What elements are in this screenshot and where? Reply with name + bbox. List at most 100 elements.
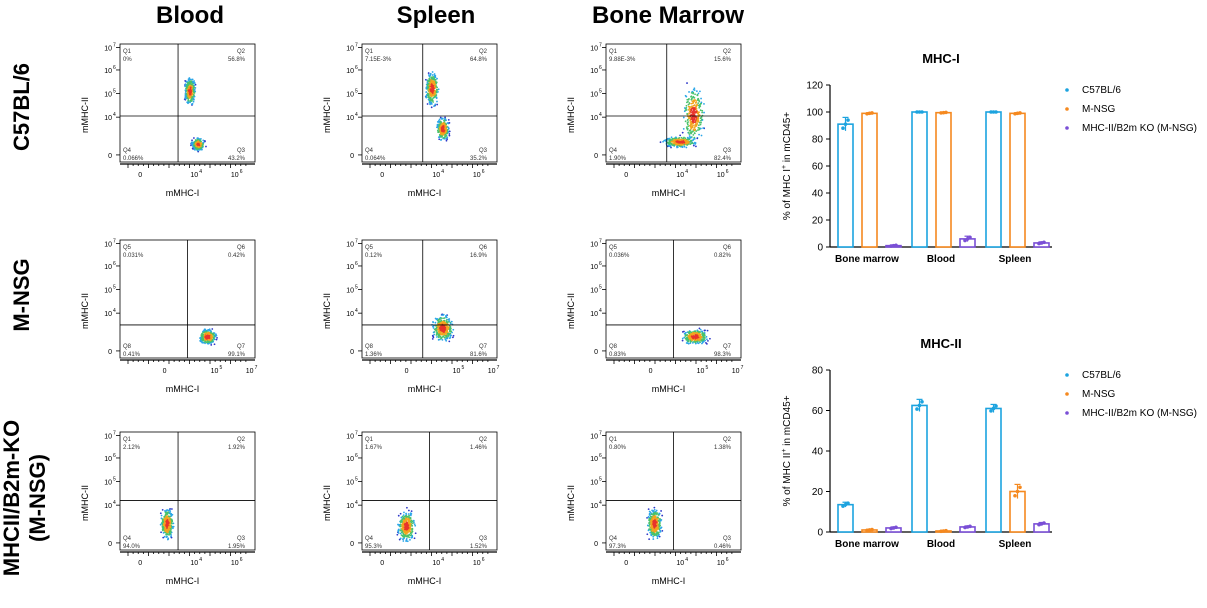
flow-event-dot	[433, 93, 436, 96]
flow-event-dot	[166, 521, 169, 523]
flow-event-dot	[444, 315, 447, 317]
quadrant-value: 16.9%	[470, 253, 488, 259]
quadrant-name: Q7	[479, 344, 488, 350]
flow-event-dot	[411, 530, 414, 533]
flow-event-dot	[432, 327, 435, 329]
flow-event-dot	[443, 331, 445, 334]
flow-event-dot	[191, 78, 194, 81]
flow-event-dot	[187, 84, 190, 87]
legend-marker	[1065, 126, 1069, 130]
flow-event-dot	[396, 533, 399, 536]
flow-event-dot	[688, 112, 691, 115]
flow-event-dot	[403, 517, 406, 520]
flow-event-dot	[435, 88, 438, 91]
x-tick-label: 10	[473, 560, 481, 567]
flow-event-dot	[690, 108, 693, 111]
x-axis-label: mMHC-I	[652, 188, 686, 198]
legend-entry: C57BL/6	[1082, 85, 1121, 96]
quadrant-name: Q1	[365, 49, 374, 55]
flow-event-dot	[184, 79, 187, 82]
x-tick-label: 0	[649, 368, 653, 375]
flow-event-dot	[663, 139, 666, 142]
flow-event-dot	[428, 75, 431, 78]
flow-event-dot	[431, 98, 434, 101]
x-tick-label: 10	[231, 560, 239, 567]
flow-event-dot	[702, 335, 705, 338]
flow-event-dot	[427, 74, 430, 76]
flow-event-dot	[432, 81, 435, 84]
quadrant-name: Q1	[609, 49, 618, 55]
flow-event-dot	[171, 525, 174, 528]
y-tick-label: 10	[104, 92, 112, 99]
flow-event-dot	[213, 343, 216, 346]
flow-event-dot	[436, 331, 439, 334]
flow-event-dot	[439, 335, 442, 338]
y-axis-label: mMHC-II	[80, 97, 90, 133]
flow-event-dot	[657, 513, 660, 516]
flow-event-dot	[444, 131, 447, 133]
x-tick-exponent: 7	[255, 365, 258, 371]
flow-event-dot	[165, 536, 168, 538]
flow-event-dot	[202, 141, 205, 144]
flow-event-dot	[438, 318, 441, 320]
flow-event-dot	[700, 119, 702, 122]
flow-event-dot	[187, 91, 189, 94]
y-tick-exponent: 4	[355, 112, 358, 118]
flow-event-dot	[697, 126, 700, 129]
flow-event-dot	[210, 333, 213, 336]
y-tick-label: 10	[590, 264, 598, 271]
flow-event-dot	[187, 81, 190, 84]
x-tick-exponent: 5	[706, 365, 709, 371]
flow-event-dot	[438, 120, 441, 123]
flow-event-dot	[433, 105, 435, 108]
flow-event-dot	[206, 334, 209, 337]
flow-event-dot	[672, 142, 675, 145]
flow-event-dot	[165, 512, 168, 515]
flow-event-dot	[684, 331, 687, 334]
flow-event-dot	[655, 511, 657, 514]
replicate-point	[989, 409, 993, 413]
flow-event-dot	[444, 116, 446, 119]
flow-event-dot	[445, 139, 448, 142]
flow-event-dot	[692, 100, 695, 103]
x-tick-label: 0	[624, 560, 628, 567]
y-tick-exponent: 6	[599, 261, 602, 267]
flow-event-dot	[439, 338, 441, 341]
flow-event-dot	[694, 332, 697, 335]
flow-event-dot	[703, 103, 705, 105]
x-tick-exponent: 4	[199, 169, 202, 175]
flow-event-dot	[434, 83, 437, 86]
legend-marker	[1065, 107, 1069, 111]
flow-event-dot	[191, 96, 194, 98]
flow-event-dot	[436, 77, 438, 80]
flow-event-dot	[692, 102, 694, 105]
x-axis-label: mMHC-I	[408, 188, 442, 198]
flow-event-dot	[216, 336, 218, 339]
quadrant-value: 82.4%	[714, 156, 732, 162]
flow-event-dot	[207, 338, 210, 341]
flow-event-dot	[168, 517, 171, 520]
flow-event-dot	[437, 88, 440, 91]
quadrant-value: 0.80%	[609, 445, 627, 451]
y-tick-exponent: 6	[113, 261, 116, 267]
flow-event-dot	[669, 144, 672, 147]
flow-event-dot	[188, 92, 191, 94]
flow-event-dot	[700, 339, 703, 342]
x-axis-label: mMHC-I	[652, 384, 686, 394]
quadrant-name: Q3	[479, 536, 488, 542]
x-tick-label: 10	[190, 172, 198, 179]
flow-event-dot	[439, 125, 442, 128]
flow-event-dot	[424, 78, 427, 81]
flow-event-dot	[449, 322, 452, 325]
flow-event-dot	[403, 511, 405, 514]
flow-event-dot	[689, 117, 691, 120]
flow-event-dot	[656, 537, 659, 540]
flow-event-dot	[187, 87, 190, 90]
flow-event-dot	[687, 338, 690, 341]
flow-event-dot	[397, 528, 400, 531]
flow-event-dot	[429, 86, 432, 89]
y-axis-label: mMHC-II	[80, 485, 90, 521]
flow-event-dot	[448, 340, 451, 343]
